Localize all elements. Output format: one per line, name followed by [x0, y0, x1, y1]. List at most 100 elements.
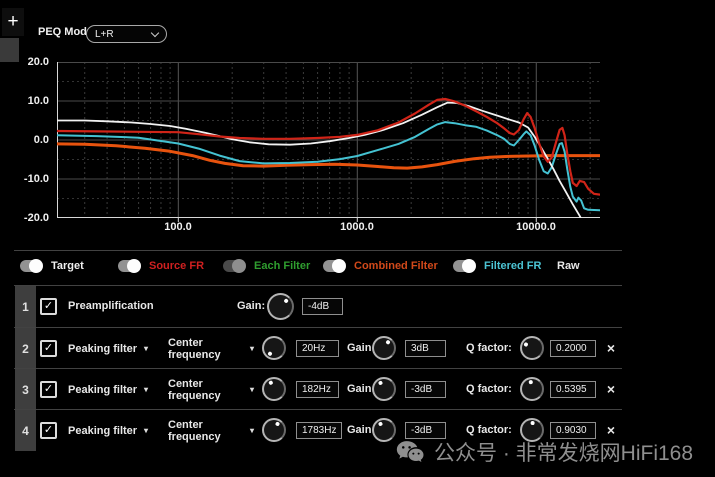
gain-input[interactable]	[302, 298, 343, 315]
filter-enable-checkbox[interactable]: ✓	[40, 422, 57, 439]
legend-item-combined-filter: Combined Filter	[323, 258, 438, 274]
q-factor-knob[interactable]	[520, 377, 544, 401]
gain-label: Gain:	[237, 300, 266, 312]
filter-param-select[interactable]: Center frequency ▾	[168, 328, 254, 369]
filter-row-2: 2 ✓ Peaking filter ▾ Center frequency ▾ …	[0, 328, 715, 369]
delete-filter-button[interactable]: ×	[600, 420, 622, 440]
y-axis-tick: 0.0	[33, 134, 49, 146]
frequency-input[interactable]	[296, 422, 342, 439]
peq-mode-label: PEQ Mode:	[38, 26, 97, 38]
chevron-down-icon: ▾	[249, 426, 254, 435]
gain-knob[interactable]	[372, 377, 396, 401]
knob-indicator	[274, 421, 281, 427]
divider	[14, 409, 622, 410]
peq-mode-value: L+R	[95, 28, 114, 40]
gain-knob[interactable]	[267, 293, 294, 320]
gain-label: Gain:	[347, 383, 376, 395]
check-icon: ✓	[43, 300, 54, 312]
knob-indicator	[377, 380, 384, 386]
filter-type-select[interactable]: Peaking filter ▾	[68, 369, 148, 410]
frequency-input[interactable]	[296, 340, 339, 357]
legend-item-filtered-fr: Filtered FR	[453, 258, 541, 274]
divider	[14, 327, 622, 328]
x-axis-tick: 100.0	[164, 221, 192, 233]
preamplification-label: Preamplification	[68, 300, 154, 312]
filter-type-value: Peaking filter	[68, 424, 138, 437]
filter-type-value: Peaking filter	[68, 342, 138, 355]
frequency-knob[interactable]	[262, 336, 286, 360]
peq-mode-select[interactable]: L+R	[86, 25, 167, 43]
y-axis-tick: -10.0	[23, 173, 49, 185]
filter-param-value: Center frequency	[168, 336, 221, 361]
knob-indicator	[530, 420, 535, 426]
knob-indicator	[377, 421, 384, 427]
chevron-down-icon	[150, 28, 160, 38]
filter-row-1: 1 ✓ Preamplification Gain:	[0, 286, 715, 327]
filter-param-select[interactable]: Center frequency ▾	[168, 410, 254, 451]
gain-input[interactable]	[405, 340, 446, 357]
y-axis-tick: 20.0	[27, 56, 49, 68]
gain-input[interactable]	[405, 381, 446, 398]
source-fr-toggle[interactable]	[118, 259, 141, 273]
gain-knob[interactable]	[372, 418, 396, 442]
delete-filter-button[interactable]: ×	[600, 338, 622, 358]
toggle-knob	[332, 259, 346, 273]
toggle-knob	[29, 259, 43, 273]
delete-filter-button[interactable]: ×	[600, 379, 622, 399]
q-factor-label: Q factor:	[466, 342, 512, 354]
filter-enable-checkbox[interactable]: ✓	[40, 298, 57, 315]
combined-filter-toggle[interactable]	[323, 259, 346, 273]
plus-icon: +	[7, 11, 19, 32]
frequency-input[interactable]	[296, 381, 339, 398]
q-factor-input[interactable]	[550, 381, 596, 398]
divider	[14, 368, 622, 369]
y-axis-tick: -20.0	[23, 212, 49, 224]
q-factor-knob[interactable]	[520, 336, 544, 360]
fr-chart[interactable]	[57, 62, 600, 223]
legend-label-raw: Raw	[557, 260, 580, 272]
legend-label-each-filter: Each Filter	[254, 260, 311, 272]
chevron-down-icon: ▾	[143, 344, 148, 353]
row-number: 4	[15, 410, 36, 451]
wechat-icon	[396, 441, 424, 462]
gain-input[interactable]	[405, 422, 446, 439]
chevron-down-icon: ▾	[249, 385, 254, 394]
x-axis-tick: 1000.0	[340, 221, 374, 233]
knob-indicator	[528, 379, 534, 385]
q-factor-input[interactable]	[550, 340, 596, 357]
target-toggle[interactable]	[20, 259, 43, 273]
current-tab[interactable]	[0, 38, 19, 62]
divider	[14, 285, 622, 286]
knob-indicator	[282, 297, 289, 304]
frequency-knob[interactable]	[262, 418, 286, 442]
filter-param-select[interactable]: Center frequency ▾	[168, 369, 254, 410]
q-factor-input[interactable]	[550, 422, 596, 439]
knob-indicator	[267, 350, 273, 357]
frequency-knob[interactable]	[262, 377, 286, 401]
each-filter-toggle[interactable]	[223, 259, 246, 273]
q-factor-knob[interactable]	[520, 418, 544, 442]
filter-row-3: 3 ✓ Peaking filter ▾ Center frequency ▾ …	[0, 369, 715, 410]
filter-row-4: 4 ✓ Peaking filter ▾ Center frequency ▾ …	[0, 410, 715, 451]
legend-item-source-fr: Source FR	[118, 258, 204, 274]
filter-param-value: Center frequency	[168, 418, 221, 443]
fr-plot	[57, 62, 600, 222]
legend-label-filtered-fr: Filtered FR	[484, 260, 542, 272]
watermark: 公众号 · 非常发烧网HiFi168	[396, 437, 693, 467]
filter-enable-checkbox[interactable]: ✓	[40, 381, 57, 398]
check-icon: ✓	[43, 383, 54, 395]
row-number: 1	[15, 286, 36, 327]
legend-label-target: Target	[51, 260, 84, 272]
gain-knob[interactable]	[372, 336, 396, 360]
knob-indicator	[268, 380, 274, 386]
add-tab-button[interactable]: +	[2, 8, 24, 36]
filtered-fr-toggle[interactable]	[453, 259, 476, 273]
legend-item-raw: Raw	[557, 258, 580, 274]
filter-param-value: Center frequency	[168, 377, 221, 402]
watermark-text: 公众号 · 非常发烧网HiFi168	[434, 442, 694, 465]
filter-enable-checkbox[interactable]: ✓	[40, 340, 57, 357]
toggle-knob	[127, 259, 141, 273]
filter-type-select[interactable]: Peaking filter ▾	[68, 328, 148, 369]
filter-type-select[interactable]: Peaking filter ▾	[68, 410, 148, 451]
